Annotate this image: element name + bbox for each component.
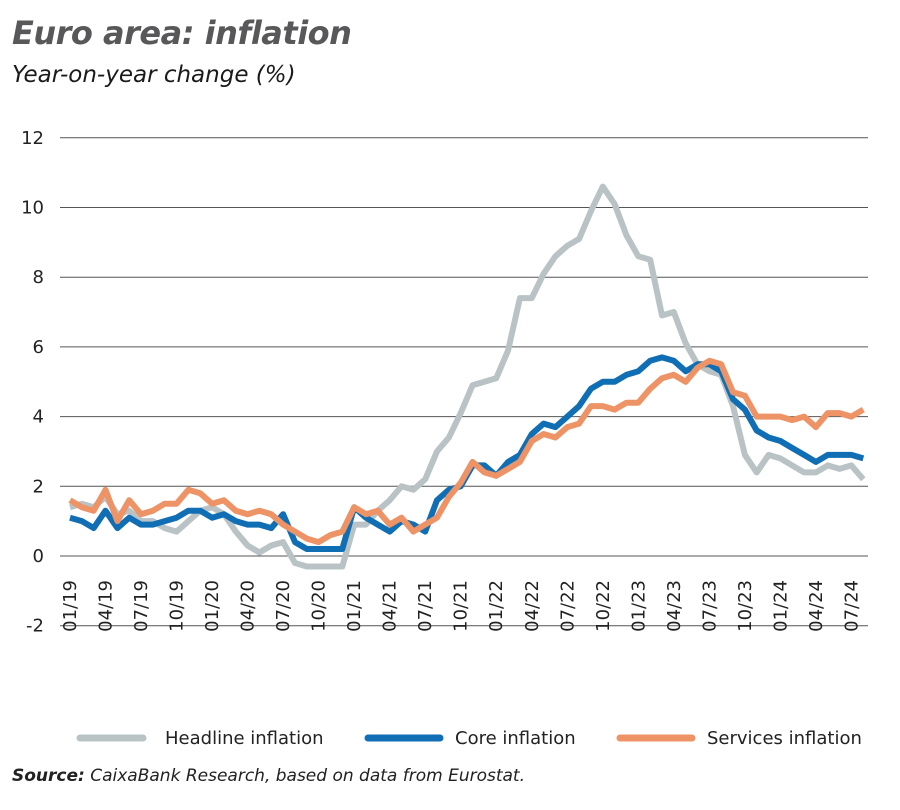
x-tick-label: 04/19 bbox=[96, 580, 117, 632]
x-tick-label: 10/22 bbox=[593, 580, 614, 632]
legend-label: Core inflation bbox=[455, 728, 576, 749]
x-tick-label: 01/23 bbox=[628, 580, 649, 632]
x-tick-label: 07/22 bbox=[557, 580, 578, 632]
legend-label: Headline inflation bbox=[165, 728, 324, 749]
y-tick-label: 12 bbox=[21, 128, 44, 149]
y-tick-label: 2 bbox=[33, 476, 44, 497]
source-note: Source: CaixaBank Research, based on dat… bbox=[12, 766, 525, 786]
legend-label: Services inflation bbox=[707, 728, 862, 749]
x-tick-label: 07/20 bbox=[273, 580, 294, 632]
y-tick-label: -2 bbox=[26, 616, 44, 637]
chart-title: Euro area: inflation bbox=[12, 14, 352, 52]
x-tick-label: 07/21 bbox=[415, 580, 436, 632]
y-tick-label: 0 bbox=[33, 546, 44, 567]
y-tick-label: 8 bbox=[33, 267, 44, 288]
x-tick-label: 10/23 bbox=[735, 580, 756, 632]
x-tick-label: 01/24 bbox=[770, 580, 791, 632]
y-tick-label: 10 bbox=[21, 198, 44, 219]
source-text: CaixaBank Research, based on data from E… bbox=[84, 766, 525, 786]
x-tick-label: 01/22 bbox=[486, 580, 507, 632]
series-line-services-inflation bbox=[68, 357, 865, 546]
x-tick-label: 07/24 bbox=[841, 580, 862, 632]
x-tick-label: 10/20 bbox=[309, 580, 330, 632]
x-tick-label: 07/19 bbox=[131, 580, 152, 632]
x-tick-label: 07/23 bbox=[699, 580, 720, 632]
x-tick-label: 04/21 bbox=[380, 580, 401, 632]
x-tick-label: 01/20 bbox=[202, 580, 223, 632]
source-label: Source: bbox=[12, 766, 85, 786]
chart-subtitle: Year-on-year change (%) bbox=[12, 62, 296, 88]
x-tick-label: 10/19 bbox=[167, 580, 188, 632]
y-tick-label: 4 bbox=[33, 407, 44, 428]
x-tick-label: 04/22 bbox=[522, 580, 543, 632]
x-tick-label: 04/24 bbox=[806, 580, 827, 632]
x-tick-label: 04/23 bbox=[664, 580, 685, 632]
y-tick-label: 6 bbox=[33, 337, 44, 358]
x-tick-label: 04/20 bbox=[238, 580, 259, 632]
x-tick-label: 01/19 bbox=[60, 580, 81, 632]
x-tick-label: 01/21 bbox=[344, 580, 365, 632]
x-tick-label: 10/21 bbox=[451, 580, 472, 632]
